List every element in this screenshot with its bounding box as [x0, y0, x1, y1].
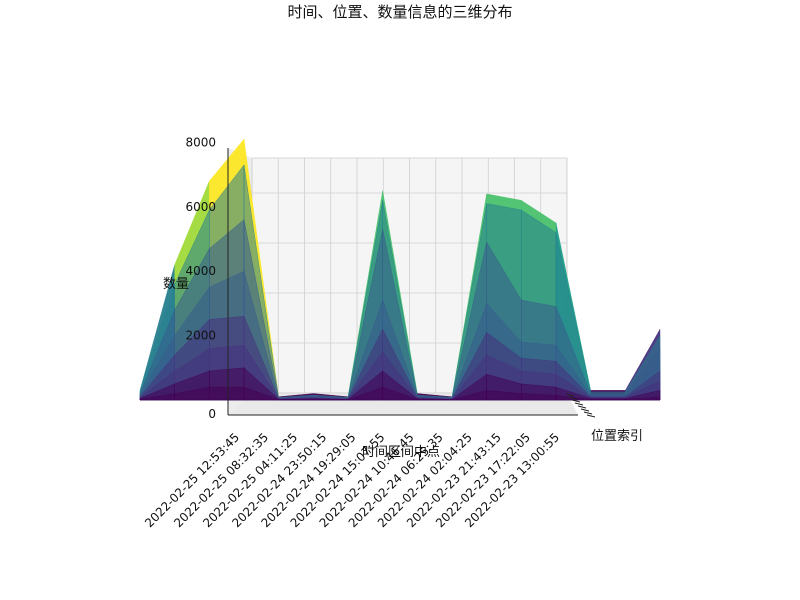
surface-layers: [139, 138, 661, 401]
y-tick-marks: [565, 393, 596, 418]
y-tick-mark: [580, 408, 590, 412]
y-tick-mark: [568, 396, 578, 400]
chart-title: 时间、位置、数量信息的三维分布: [287, 3, 512, 21]
z-tick-label: 6000: [185, 200, 216, 214]
y-axis-label: 位置索引: [591, 429, 643, 444]
surface-facet: [625, 396, 661, 401]
y-tick-mark: [583, 411, 593, 415]
z-tick-label: 0: [208, 407, 216, 421]
y-tick-mark: [574, 402, 584, 406]
surface-facet: [278, 399, 314, 401]
z-tick-label: 8000: [185, 135, 216, 149]
z-tick-labels: 0 2000 4000 6000 8000: [185, 135, 216, 421]
surface-facet: [590, 399, 626, 401]
z-tick-label: 4000: [185, 264, 216, 278]
y-tick-mark: [565, 393, 575, 397]
x-axis-label: 时间区间中点: [362, 445, 440, 460]
y-tick-mark: [586, 414, 596, 418]
y-tick-mark: [571, 399, 581, 403]
z-tick-label: 2000: [185, 329, 216, 343]
surface-facet: [417, 399, 453, 401]
surface-facet: [313, 399, 349, 401]
z-axis-label: 数量: [163, 277, 189, 292]
y-tick-mark: [577, 405, 587, 409]
surface-facet: [209, 386, 245, 401]
